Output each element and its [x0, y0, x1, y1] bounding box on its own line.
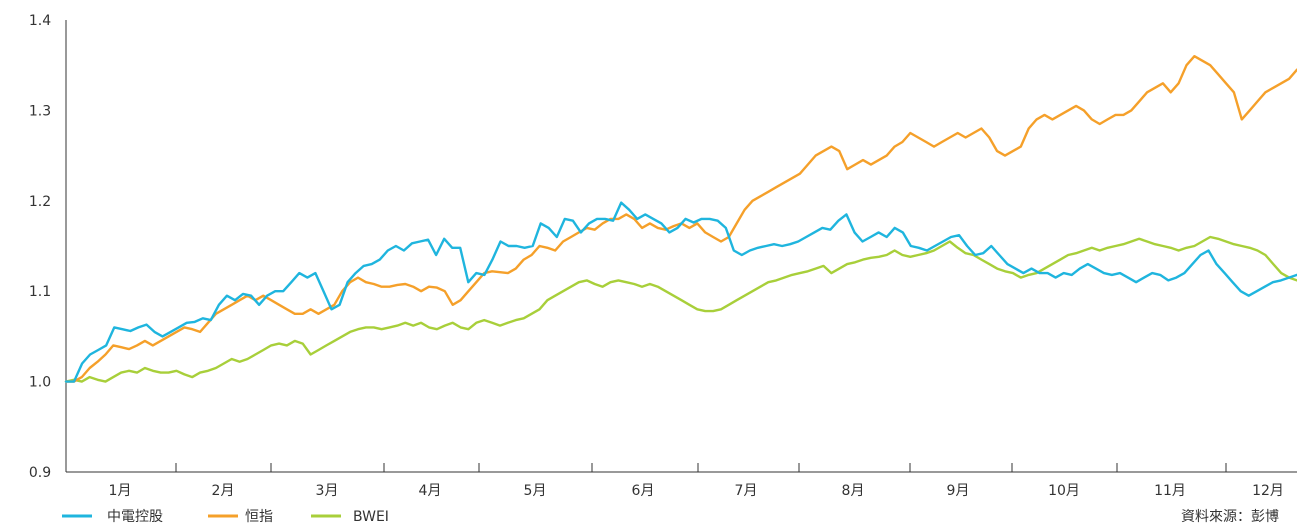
- x-tick-label: 1月: [109, 483, 132, 499]
- legend-item: BWEI: [311, 509, 389, 525]
- y-tick-label: 1.4: [29, 13, 51, 29]
- legend-label: BWEI: [353, 509, 389, 525]
- y-axis-ticks: 0.9 1.0 1.1 1.2 1.3 1.4: [29, 13, 51, 481]
- x-tick-label: 2月: [212, 483, 235, 499]
- x-tick-label: 5月: [524, 483, 547, 499]
- x-tick-label: 4月: [419, 483, 442, 499]
- series-line-2: [64, 235, 1297, 383]
- series-line-0: [64, 201, 1297, 383]
- legend-item: 恒指: [208, 509, 273, 525]
- x-axis-ticks: 1月 2月 3月 4月 5月 6月 7月 8月 9月 10月 11月 12月: [109, 463, 1284, 499]
- legend-label: 恒指: [245, 509, 273, 525]
- legend: 中電控股 恒指 BWEI: [62, 509, 389, 525]
- y-tick-label: 1.2: [29, 194, 51, 210]
- x-tick-label: 10月: [1048, 483, 1080, 499]
- legend-item: 中電控股: [62, 509, 163, 525]
- x-tick-label: 8月: [842, 483, 865, 499]
- series-line-1: [64, 55, 1297, 383]
- legend-label: 中電控股: [107, 509, 163, 525]
- y-tick-label: 0.9: [29, 465, 51, 481]
- x-tick-label: 6月: [632, 483, 655, 499]
- y-tick-label: 1.3: [29, 103, 51, 119]
- x-tick-label: 7月: [735, 483, 758, 499]
- x-tick-label: 12月: [1252, 483, 1284, 499]
- source-note: 資料來源：彭博: [1181, 508, 1279, 525]
- y-tick-label: 1.1: [29, 284, 51, 300]
- series-lines: [64, 55, 1297, 383]
- x-tick-label: 3月: [316, 483, 339, 499]
- x-tick-label: 11月: [1154, 483, 1186, 499]
- y-tick-label: 1.0: [29, 375, 51, 391]
- x-tick-label: 9月: [947, 483, 970, 499]
